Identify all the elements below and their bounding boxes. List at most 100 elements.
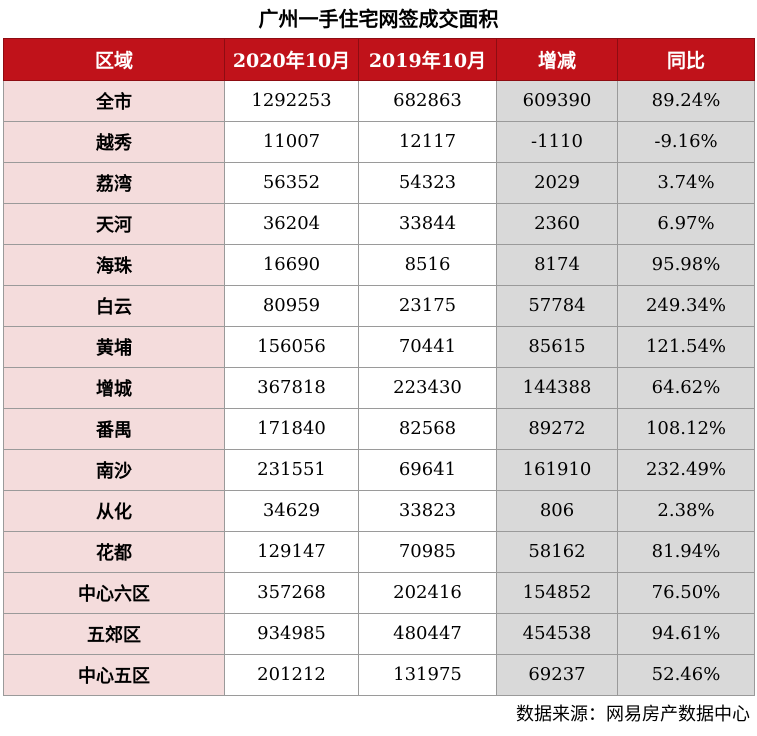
- table-row: 中心六区 357268 202416 154852 76.50%: [3, 572, 755, 614]
- cell-v2020: 11007: [224, 121, 359, 163]
- table-row: 荔湾 56352 54323 2029 3.74%: [3, 162, 755, 204]
- cell-diff: 57784: [496, 285, 618, 327]
- cell-diff: 609390: [496, 80, 618, 122]
- cell-diff: 2360: [496, 203, 618, 245]
- table-row: 天河 36204 33844 2360 6.97%: [3, 203, 755, 245]
- cell-ratio: 81.94%: [617, 531, 755, 573]
- cell-v2019: 23175: [358, 285, 497, 327]
- cell-ratio: 6.97%: [617, 203, 755, 245]
- cell-region: 荔湾: [3, 162, 225, 204]
- cell-ratio: 2.38%: [617, 490, 755, 532]
- cell-v2019: 33823: [358, 490, 497, 532]
- table-row: 从化 34629 33823 806 2.38%: [3, 490, 755, 532]
- cell-ratio: 108.12%: [617, 408, 755, 450]
- cell-v2019: 70985: [358, 531, 497, 573]
- cell-ratio: -9.16%: [617, 121, 755, 163]
- header-row: 区域 2020年10月 2019年10月 增减 同比: [3, 38, 755, 81]
- cell-ratio: 95.98%: [617, 244, 755, 286]
- cell-v2020: 80959: [224, 285, 359, 327]
- cell-v2020: 36204: [224, 203, 359, 245]
- cell-region: 白云: [3, 285, 225, 327]
- cell-region: 番禺: [3, 408, 225, 450]
- cell-v2020: 34629: [224, 490, 359, 532]
- cell-v2020: 56352: [224, 162, 359, 204]
- cell-region: 中心五区: [3, 654, 225, 696]
- cell-v2020: 201212: [224, 654, 359, 696]
- header-2019: 2019年10月: [358, 38, 497, 81]
- table-row: 白云 80959 23175 57784 249.34%: [3, 285, 755, 327]
- cell-v2020: 156056: [224, 326, 359, 368]
- cell-v2019: 682863: [358, 80, 497, 122]
- cell-diff: 2029: [496, 162, 618, 204]
- cell-diff: 89272: [496, 408, 618, 450]
- data-source: 数据来源：网易房产数据中心: [516, 704, 750, 725]
- cell-v2020: 231551: [224, 449, 359, 491]
- cell-region: 全市: [3, 80, 225, 122]
- cell-v2020: 129147: [224, 531, 359, 573]
- cell-ratio: 94.61%: [617, 613, 755, 655]
- cell-region: 南沙: [3, 449, 225, 491]
- table-row: 海珠 16690 8516 8174 95.98%: [3, 244, 755, 286]
- cell-diff: 806: [496, 490, 618, 532]
- cell-v2020: 934985: [224, 613, 359, 655]
- table-title: 广州一手住宅网签成交面积: [258, 7, 499, 31]
- cell-diff: 85615: [496, 326, 618, 368]
- table-row: 增城 367818 223430 144388 64.62%: [3, 367, 755, 409]
- cell-region: 天河: [3, 203, 225, 245]
- cell-v2019: 223430: [358, 367, 497, 409]
- cell-region: 中心六区: [3, 572, 225, 614]
- cell-v2020: 1292253: [224, 80, 359, 122]
- cell-diff: 69237: [496, 654, 618, 696]
- cell-diff: 161910: [496, 449, 618, 491]
- cell-region: 越秀: [3, 121, 225, 163]
- table-row: 全市 1292253 682863 609390 89.24%: [3, 80, 755, 122]
- cell-region: 花都: [3, 531, 225, 573]
- cell-v2020: 357268: [224, 572, 359, 614]
- cell-ratio: 249.34%: [617, 285, 755, 327]
- cell-v2019: 12117: [358, 121, 497, 163]
- data-table: 区域 2020年10月 2019年10月 增减 同比 全市 1292253 6828…: [3, 38, 755, 696]
- cell-ratio: 52.46%: [617, 654, 755, 696]
- table-row: 越秀 11007 12117 -1110 -9.16%: [3, 121, 755, 163]
- cell-v2019: 480447: [358, 613, 497, 655]
- cell-v2019: 202416: [358, 572, 497, 614]
- cell-region: 从化: [3, 490, 225, 532]
- table-row: 五郊区 934985 480447 454538 94.61%: [3, 613, 755, 655]
- cell-v2019: 82568: [358, 408, 497, 450]
- cell-diff: -1110: [496, 121, 618, 163]
- header-diff: 增减: [496, 38, 618, 81]
- cell-diff: 154852: [496, 572, 618, 614]
- table-body: 全市 1292253 682863 609390 89.24% 越秀 11007 12117-…: [3, 80, 755, 696]
- header-2020: 2020年10月: [224, 38, 359, 81]
- header-ratio: 同比: [617, 38, 755, 81]
- cell-region: 五郊区: [3, 613, 225, 655]
- cell-region: 增城: [3, 367, 225, 409]
- cell-ratio: 3.74%: [617, 162, 755, 204]
- cell-diff: 144388: [496, 367, 618, 409]
- table-row: 黄埔 156056 70441 85615 121.54%: [3, 326, 755, 368]
- cell-ratio: 64.62%: [617, 367, 755, 409]
- table-row: 中心五区 201212 131975 69237 52.46%: [3, 654, 755, 696]
- cell-ratio: 76.50%: [617, 572, 755, 614]
- cell-v2019: 70441: [358, 326, 497, 368]
- header-region: 区域: [3, 38, 225, 81]
- cell-diff: 454538: [496, 613, 618, 655]
- cell-v2019: 54323: [358, 162, 497, 204]
- cell-ratio: 89.24%: [617, 80, 755, 122]
- cell-v2019: 8516: [358, 244, 497, 286]
- cell-v2019: 131975: [358, 654, 497, 696]
- cell-v2020: 171840: [224, 408, 359, 450]
- table-row: 番禺 171840 82568 89272 108.12%: [3, 408, 755, 450]
- cell-region: 黄埔: [3, 326, 225, 368]
- cell-v2020: 16690: [224, 244, 359, 286]
- cell-diff: 8174: [496, 244, 618, 286]
- cell-v2019: 69641: [358, 449, 497, 491]
- cell-diff: 58162: [496, 531, 618, 573]
- cell-ratio: 121.54%: [617, 326, 755, 368]
- table-row: 南沙 231551 69641 161910 232.49%: [3, 449, 755, 491]
- table-row: 花都 129147 70985 58162 81.94%: [3, 531, 755, 573]
- cell-v2020: 367818: [224, 367, 359, 409]
- cell-region: 海珠: [3, 244, 225, 286]
- cell-ratio: 232.49%: [617, 449, 755, 491]
- cell-v2019: 33844: [358, 203, 497, 245]
